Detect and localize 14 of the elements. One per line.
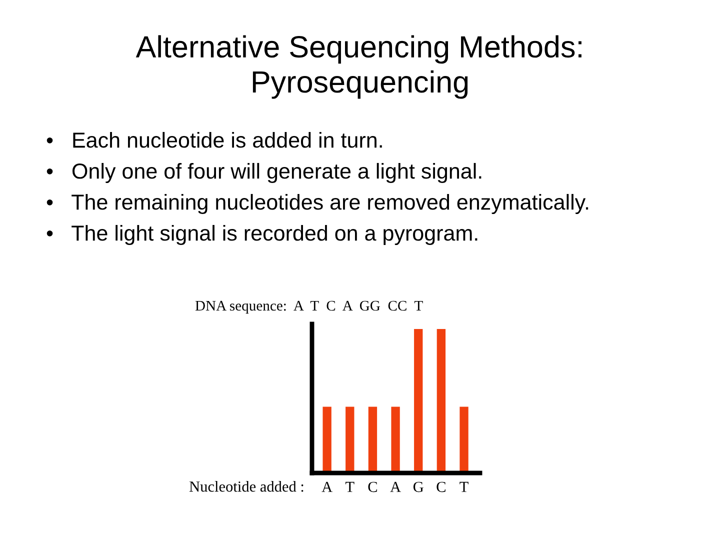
text: • The remaining nucleotides are removed enzymatically. [46, 194, 588, 214]
x-tick-label: A [322, 482, 332, 492]
text: • The light signal is recorded on a pyrogram. [46, 224, 478, 246]
x-tick-label: G [413, 482, 424, 492]
text: • Each nucleotide is added in turn. [46, 132, 382, 148]
x-tick-label: C [368, 482, 377, 492]
text: DNA sequence: A T C A GG CC T [195, 300, 423, 314]
x-tick-label: T [460, 482, 468, 492]
x-axis-title: Nucleotide added : [189, 480, 304, 492]
x-tick-label: C [436, 482, 446, 492]
chart-title: Alternative Sequencing Methods: Pyrosequencing [136, 35, 582, 99]
x-tick-label: T [346, 482, 354, 492]
x-tick-label: A [390, 482, 401, 492]
text: • Only one of four will generate a light signal. [46, 162, 482, 184]
